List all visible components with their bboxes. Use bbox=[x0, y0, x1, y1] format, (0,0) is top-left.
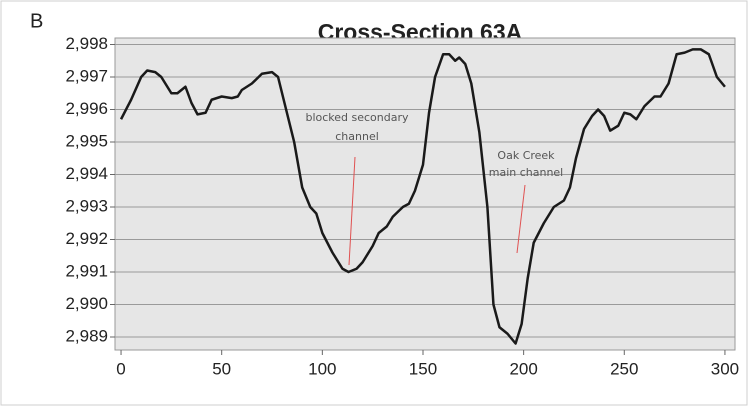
annotation: main channel bbox=[489, 166, 564, 179]
y-tick-label: 2,994 bbox=[65, 164, 108, 183]
annotation: blocked secondary bbox=[305, 111, 409, 124]
x-tick-label: 50 bbox=[212, 359, 231, 378]
x-tick-label: 150 bbox=[409, 359, 437, 378]
y-tick-label: 2,995 bbox=[65, 131, 108, 150]
x-tick-label: 200 bbox=[509, 359, 537, 378]
y-tick-label: 2,990 bbox=[65, 294, 108, 313]
annotation: channel bbox=[335, 130, 379, 143]
plot-area bbox=[114, 37, 736, 351]
x-tick-label: 300 bbox=[711, 359, 739, 378]
panel-label: B bbox=[30, 10, 43, 32]
line-series bbox=[119, 48, 726, 345]
y-tick-label: 2,997 bbox=[65, 66, 108, 85]
y-tick-label: 2,998 bbox=[65, 34, 108, 53]
y-tick-label: 2,993 bbox=[65, 196, 108, 215]
y-tick-label: 2,996 bbox=[65, 99, 108, 118]
x-tick-label: 100 bbox=[308, 359, 336, 378]
y-tick-label: 2,991 bbox=[65, 261, 108, 280]
annotation-pointer bbox=[348, 156, 356, 266]
x-tick-label: 250 bbox=[610, 359, 638, 378]
y-tick-label: 2,989 bbox=[65, 326, 108, 345]
annotation-pointer bbox=[516, 184, 526, 254]
x-tick-label: 0 bbox=[116, 359, 125, 378]
y-tick-label: 2,992 bbox=[65, 229, 108, 248]
annotation: Oak Creek bbox=[497, 149, 555, 162]
